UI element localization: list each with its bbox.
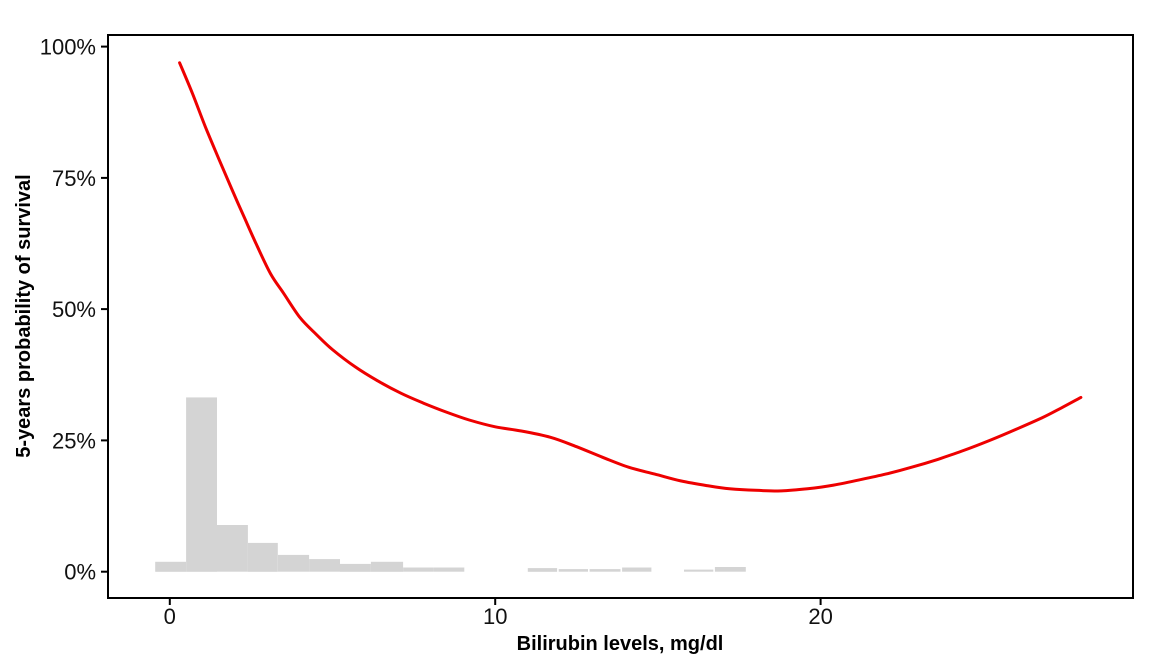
x-axis-title: Bilirubin levels, mg/dl bbox=[517, 633, 724, 655]
histogram-layer bbox=[155, 397, 746, 572]
axis-ticks-layer bbox=[101, 45, 822, 605]
x-tick-label: 20 bbox=[808, 604, 832, 629]
histogram-bar bbox=[622, 567, 652, 572]
histogram-bar bbox=[684, 569, 714, 572]
histogram-bar bbox=[309, 559, 340, 572]
y-tick-label: 75% bbox=[52, 166, 96, 191]
y-axis-title: 5-years probability of survival bbox=[13, 174, 35, 457]
histogram-bar bbox=[527, 568, 558, 572]
histogram-bar bbox=[277, 554, 310, 572]
histogram-bar bbox=[155, 561, 187, 572]
histogram-bar bbox=[589, 569, 621, 572]
y-tick-label: 0% bbox=[64, 560, 96, 585]
histogram-bar bbox=[186, 397, 217, 572]
histogram-bar bbox=[433, 567, 465, 572]
histogram-bar bbox=[558, 569, 588, 572]
histogram-bar bbox=[370, 561, 404, 572]
histogram-bar bbox=[403, 567, 433, 572]
histogram-bar bbox=[714, 567, 746, 572]
y-tick-label: 50% bbox=[52, 297, 96, 322]
x-tick-label: 10 bbox=[483, 604, 507, 629]
histogram-bar bbox=[217, 525, 248, 572]
panel-border bbox=[107, 34, 1134, 599]
y-tick-label: 25% bbox=[52, 428, 96, 453]
survival-curve bbox=[178, 61, 1083, 493]
axis-tick-labels-layer: 0 10 20 0% 25% 50% 75% 100% bbox=[40, 35, 833, 629]
histogram-bar bbox=[247, 542, 278, 572]
y-tick-label: 100% bbox=[40, 35, 96, 60]
histogram-bar bbox=[340, 563, 371, 572]
x-tick-label: 0 bbox=[164, 604, 176, 629]
